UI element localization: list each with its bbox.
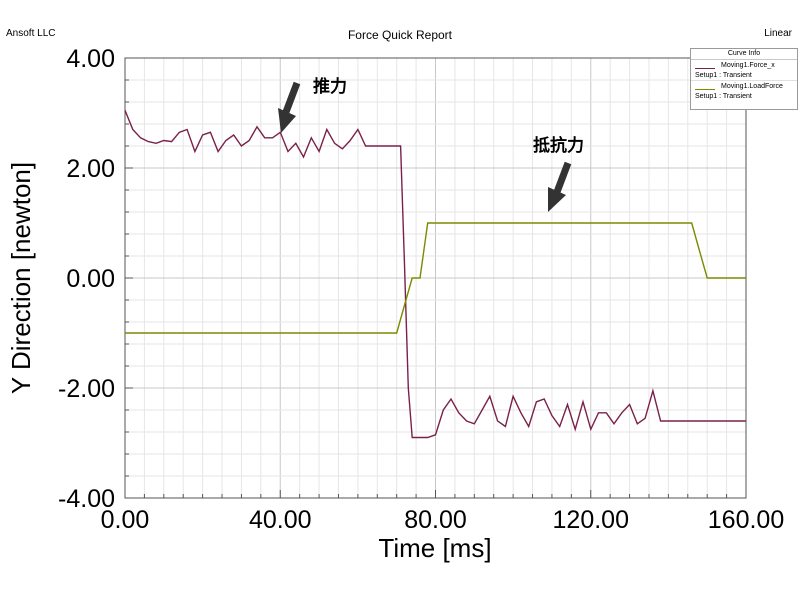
report-title: Force Quick Report xyxy=(347,28,453,42)
x-tick-label: 40.00 xyxy=(249,506,312,534)
grid-lines xyxy=(124,57,747,499)
y-tick-label: -4.00 xyxy=(58,485,115,513)
series-lines xyxy=(124,110,746,439)
y-tick-labels: 4.00 2.00 0.00 -2.00 -4.00 xyxy=(58,45,115,513)
y-tick-label: 4.00 xyxy=(66,45,115,73)
legend-title: Curve Info xyxy=(691,49,797,60)
x-axis-label: Time [ms] xyxy=(378,533,491,563)
y-tick-label: -2.00 xyxy=(58,375,115,403)
x-tick-label: 0.00 xyxy=(101,506,150,534)
x-tick-label: 160.00 xyxy=(708,506,784,534)
x-tick-label: 120.00 xyxy=(553,506,629,534)
y-tick-label: 0.00 xyxy=(66,265,115,293)
company-label: Ansoft LLC xyxy=(6,28,56,39)
x-tick-labels: 0.00 40.00 80.00 120.00 160.00 xyxy=(101,506,785,534)
legend-item-load-force: Moving1.LoadForce Setup1 : Transient xyxy=(691,81,797,101)
thrust-annotation: 推力 xyxy=(313,77,347,96)
legend-swatch-force-x xyxy=(695,68,715,69)
legend-item-setup: Setup1 : Transient xyxy=(695,93,752,100)
resistance-annotation: 抵抗力 xyxy=(533,136,584,155)
legend-item-name: Moving1.LoadForce xyxy=(721,83,783,90)
y-axis-label: Y Direction [newton] xyxy=(6,162,36,394)
legend-swatch-load-force xyxy=(695,89,715,90)
series-line-load-force xyxy=(125,222,746,334)
x-tick-label: 80.00 xyxy=(404,506,467,534)
y-tick-label: 2.00 xyxy=(66,155,115,183)
legend-item-name: Moving1.Force_x xyxy=(721,62,775,69)
tick-marks xyxy=(124,57,747,499)
resistance-arrow-icon xyxy=(548,161,572,212)
series-line-force-x xyxy=(124,110,746,439)
thrust-arrow-icon xyxy=(278,81,301,133)
legend-item-setup: Setup1 : Transient xyxy=(695,72,752,79)
legend-item-force-x: Moving1.Force_x Setup1 : Transient xyxy=(691,60,797,81)
curve-info-legend: Curve Info Moving1.Force_x Setup1 : Tran… xyxy=(690,48,798,110)
scale-label: Linear xyxy=(764,28,792,39)
